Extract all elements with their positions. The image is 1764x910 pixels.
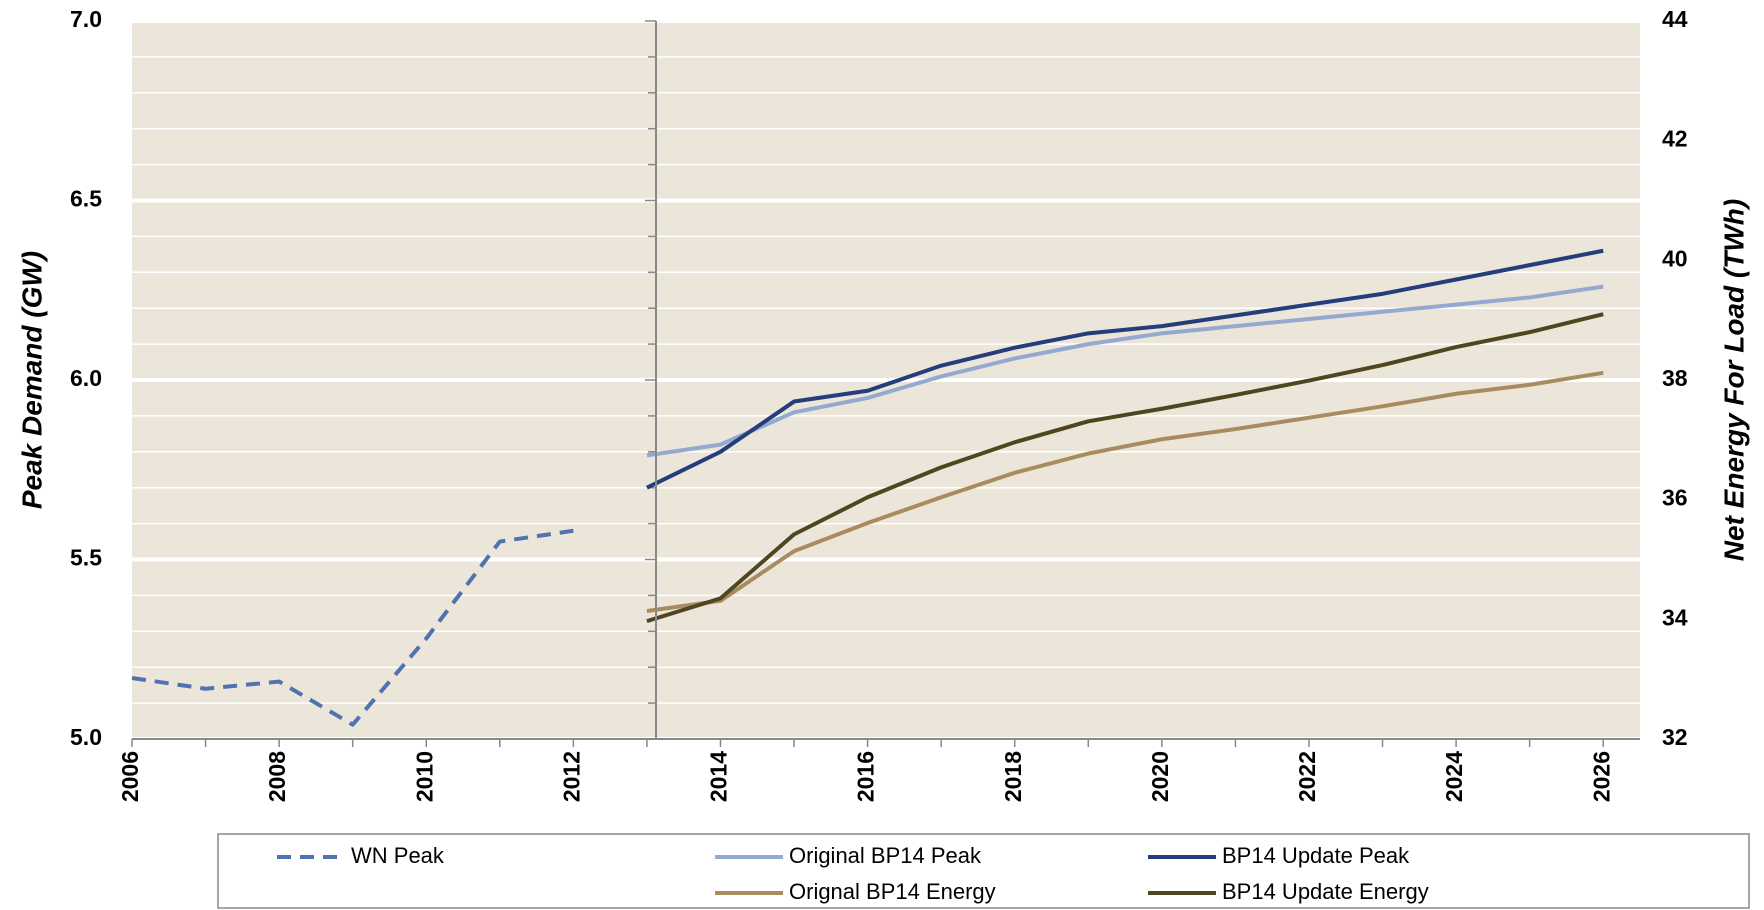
series-line xyxy=(646,248,1604,490)
lines xyxy=(131,248,1604,727)
y2-tick-label: 38 xyxy=(1662,365,1688,391)
series-line xyxy=(646,312,1604,624)
legend-label: Original BP14 Peak xyxy=(789,843,982,868)
y2-tick-label: 34 xyxy=(1662,604,1688,630)
y-tick-label: 7.0 xyxy=(70,6,102,32)
x-tick-label: 2020 xyxy=(1147,751,1173,802)
legend-label: BP14 Update Peak xyxy=(1222,843,1410,868)
y2-tick-label: 40 xyxy=(1662,245,1688,271)
y-tick-label: 6.5 xyxy=(70,186,102,212)
x-tick-label: 2026 xyxy=(1588,751,1614,802)
x-tick-label: 2010 xyxy=(411,751,437,802)
legend-box xyxy=(217,833,1750,909)
y2-tick-label: 36 xyxy=(1662,485,1688,511)
grid xyxy=(132,19,1640,741)
y-axis-title: Peak Demand (GW) xyxy=(16,251,47,509)
x-tick-label: 2024 xyxy=(1441,751,1467,802)
legend-label: WN Peak xyxy=(351,843,445,868)
y-tick-label: 6.0 xyxy=(70,365,102,391)
x-tick-label: 2018 xyxy=(1000,751,1026,802)
legend-label: BP14 Update Energy xyxy=(1222,879,1429,904)
series-line xyxy=(131,528,574,727)
x-tick-label: 2012 xyxy=(558,751,584,802)
x-tick-label: 2022 xyxy=(1294,751,1320,802)
series-line xyxy=(646,370,1604,613)
y2-tick-label: 32 xyxy=(1662,724,1688,750)
x-tick-label: 2014 xyxy=(706,751,732,802)
x-tick-label: 2006 xyxy=(117,751,143,802)
series-line xyxy=(646,284,1604,458)
legend-label: Orignal BP14 Energy xyxy=(789,879,996,904)
y-tick-label: 5.0 xyxy=(70,724,102,750)
y2-tick-label: 42 xyxy=(1662,126,1688,152)
y2-tick-label: 44 xyxy=(1662,6,1688,32)
x-tick-label: 2008 xyxy=(264,751,290,802)
x-tick-label: 2016 xyxy=(853,751,879,802)
y2-axis-title: Net Energy For Load (TWh) xyxy=(1718,199,1749,561)
legend: WN Peak Original BP14 Peak BP14 Update Pea… xyxy=(277,843,1429,904)
y-tick-label: 5.5 xyxy=(70,545,102,571)
